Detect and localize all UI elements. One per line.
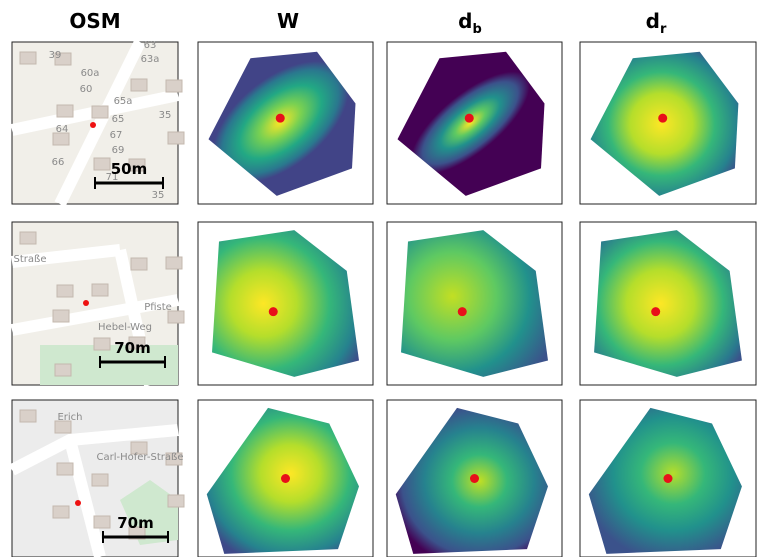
building (53, 506, 69, 518)
building (168, 495, 184, 507)
map-label: 69 (112, 145, 125, 156)
building (168, 132, 184, 144)
building (20, 52, 36, 64)
header-main: d (458, 9, 472, 33)
map-label: 60a (81, 68, 100, 79)
building (53, 310, 69, 322)
building (57, 285, 73, 297)
header-sub: r (660, 22, 667, 37)
location-dot (458, 307, 467, 316)
location-dot (90, 122, 96, 128)
location-dot (651, 307, 660, 316)
header-sub: b (473, 22, 482, 37)
building (92, 284, 108, 296)
location-dot (465, 114, 474, 123)
building (55, 364, 71, 376)
map-label: 67 (110, 130, 123, 141)
location-dot (664, 474, 673, 483)
location-dot (470, 474, 479, 483)
building (94, 516, 110, 528)
map-label: 39 (49, 50, 62, 61)
location-dot (281, 474, 290, 483)
location-dot (83, 300, 89, 306)
scale-label: 50m (111, 160, 148, 178)
building (92, 106, 108, 118)
location-dot (269, 307, 278, 316)
figure: OSMWdbdr396363a60a6065a64653567696671355… (0, 0, 766, 557)
column-header: db (458, 9, 482, 37)
building (57, 463, 73, 475)
map-label: 65a (114, 96, 133, 107)
scale-label: 70m (117, 514, 154, 532)
location-dot (276, 114, 285, 123)
map-label: 64 (56, 124, 69, 135)
column-header: dr (646, 9, 667, 37)
map-label: Hebel-Weg (98, 322, 152, 333)
map-label: Carl-Hofer-Straße (97, 452, 184, 463)
building (131, 258, 147, 270)
building (57, 105, 73, 117)
building (94, 158, 110, 170)
building (166, 257, 182, 269)
building (20, 232, 36, 244)
map-label: 35 (152, 190, 165, 201)
map-label: 66 (52, 157, 65, 168)
header-main: d (646, 9, 660, 33)
map-label: 63a (141, 54, 160, 65)
map-label: 63 (144, 40, 157, 51)
column-header: W (277, 9, 299, 33)
building (166, 80, 182, 92)
map-label: 35 (159, 110, 172, 121)
map-label: Erich (57, 412, 82, 423)
map-label: Pfiste (144, 302, 172, 313)
building (20, 410, 36, 422)
location-dot (75, 500, 81, 506)
location-dot (658, 114, 667, 123)
building (131, 79, 147, 91)
map-label: Straße (14, 254, 47, 265)
building (92, 474, 108, 486)
building (94, 338, 110, 350)
header-main: OSM (69, 9, 120, 33)
scale-label: 70m (114, 339, 151, 357)
header-main: W (277, 9, 299, 33)
map-label: 65 (112, 114, 125, 125)
map-label: 60 (80, 84, 93, 95)
column-header: OSM (69, 9, 120, 33)
